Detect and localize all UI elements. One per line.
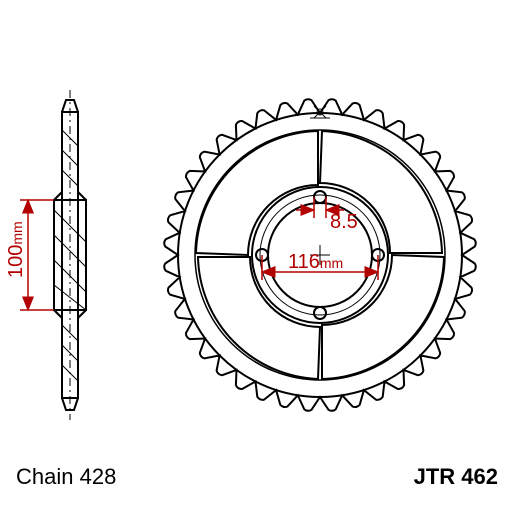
svg-text:116mm: 116mm [288,251,343,273]
part-number: JTR 462 [414,464,498,490]
bolt-hole-value: 8.5 [330,211,358,233]
side-profile-view [54,90,86,420]
bcd-value: 116 [288,251,320,273]
chain-label: Chain 428 [16,464,116,490]
bore-dimension: 100mm [5,200,54,310]
svg-text:100mm: 100mm [5,221,27,278]
bore-value: 100 [5,245,27,278]
bolt-circle-dimension: 116mm [262,251,378,280]
